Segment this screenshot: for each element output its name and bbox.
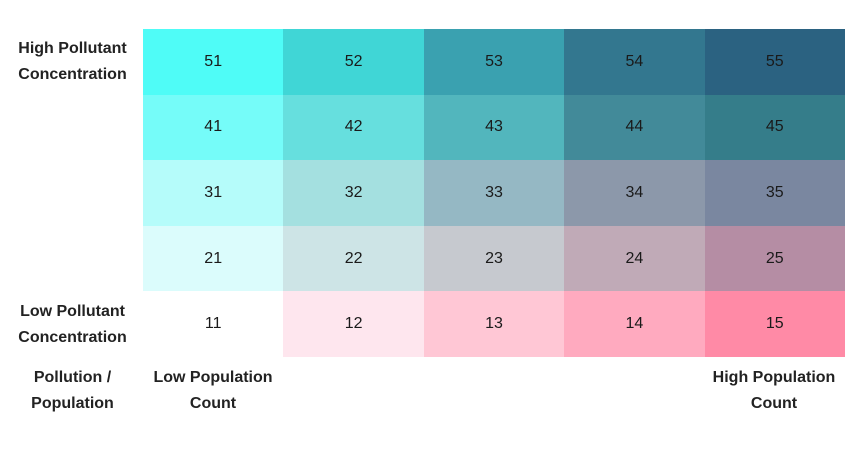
heatmap-cell: 41 <box>143 94 284 161</box>
x-axis-low-label-line1: Low Population <box>153 369 273 386</box>
heatmap-cell: 14 <box>564 291 705 357</box>
heatmap-cell: 45 <box>704 94 845 161</box>
heatmap-cell: 35 <box>704 160 845 226</box>
corner-axis-title-line1: Pollution / <box>33 369 112 386</box>
x-axis-high-label-line1: High Population <box>712 369 836 386</box>
heatmap-cell: 33 <box>423 160 565 226</box>
x-axis-high-label: High Population Count <box>704 365 844 417</box>
heatmap-cell: 53 <box>423 29 565 95</box>
heatmap-cell: 44 <box>564 94 705 161</box>
heatmap-cell: 52 <box>283 29 424 95</box>
heatmap-cell: 42 <box>283 94 424 161</box>
heatmap-cell: 15 <box>704 291 845 357</box>
corner-axis-title: Pollution / Population <box>0 365 145 417</box>
x-axis-high-label-line2: Count <box>750 395 798 412</box>
heatmap-cell: 24 <box>564 225 705 292</box>
heatmap-cell: 43 <box>423 94 565 161</box>
heatmap-cell: 51 <box>143 29 284 95</box>
y-axis-low-label: Low Pollutant Concentration <box>0 299 145 351</box>
x-axis-low-label: Low Population Count <box>143 365 283 417</box>
heatmap-cell: 13 <box>423 291 565 357</box>
heatmap-cell: 12 <box>283 291 424 357</box>
bivariate-heatmap-grid: 51 52 53 54 55 41 42 43 44 45 31 32 33 34 35 21 22 23 24 25… <box>143 29 845 357</box>
heatmap-cell: 11 <box>143 291 284 357</box>
y-axis-high-label-line1: High Pollutant <box>18 40 127 57</box>
y-axis-high-label-line2: Concentration <box>18 66 127 83</box>
y-axis-high-label: High Pollutant Concentration <box>0 36 145 88</box>
heatmap-cell: 22 <box>283 225 424 292</box>
heatmap-cell: 21 <box>143 225 284 292</box>
heatmap-cell: 34 <box>564 160 705 226</box>
x-axis-low-label-line2: Count <box>189 395 237 412</box>
y-axis-low-label-line2: Concentration <box>18 329 127 346</box>
heatmap-cell: 25 <box>704 225 845 292</box>
heatmap-cell: 23 <box>423 225 565 292</box>
heatmap-cell: 31 <box>143 160 284 226</box>
heatmap-cell: 32 <box>283 160 424 226</box>
heatmap-cell: 54 <box>564 29 705 95</box>
heatmap-cell: 55 <box>704 29 845 95</box>
corner-axis-title-line2: Population <box>31 395 114 412</box>
y-axis-low-label-line1: Low Pollutant <box>20 303 125 320</box>
